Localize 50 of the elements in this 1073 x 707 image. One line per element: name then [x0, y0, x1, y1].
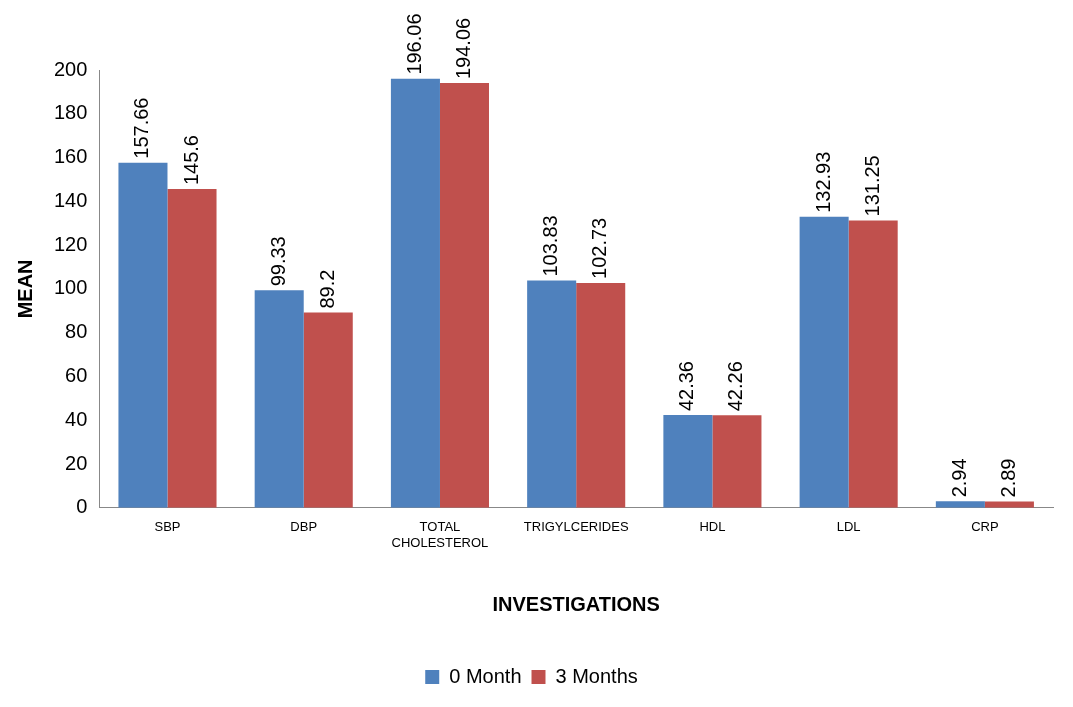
bar: [984, 501, 1034, 508]
data-label: 132.93: [811, 151, 834, 213]
bar: [935, 501, 985, 508]
bar: [576, 282, 626, 508]
y-tick-label: 200: [53, 57, 88, 80]
bar: [254, 290, 304, 508]
x-tick-label: DBP: [290, 519, 318, 535]
bar: [167, 189, 217, 508]
y-tick-label: 40: [65, 407, 88, 430]
data-label: 194.06: [451, 17, 474, 79]
bar: [663, 415, 713, 508]
y-tick-label: 120: [53, 232, 88, 255]
data-label: 99.33: [266, 236, 289, 287]
legend-label: 0 Month: [449, 664, 522, 687]
y-tick-label: 0: [76, 495, 88, 518]
legend-label: 3 Months: [555, 664, 638, 687]
data-label: 131.25: [860, 155, 883, 217]
bar: [439, 83, 489, 508]
x-tick-label: LDL: [836, 519, 861, 535]
x-tick-label: TOTAL CHOLESTEROL: [391, 519, 489, 550]
x-tick-label: SBP: [154, 519, 181, 535]
data-label: 103.83: [539, 215, 562, 277]
data-label: 42.26: [724, 361, 747, 412]
data-label: 89.2: [315, 269, 338, 309]
bar: [799, 216, 849, 508]
y-tick-label: 180: [53, 101, 88, 124]
x-tick-label: CRP: [971, 519, 999, 535]
data-label: 196.06: [402, 13, 425, 75]
y-tick-label: 20: [65, 451, 88, 474]
bar: [712, 415, 762, 508]
data-label: 2.94: [947, 458, 970, 498]
y-tick-label: 60: [65, 363, 88, 386]
y-tick-label: 140: [53, 188, 88, 211]
y-tick-label: 80: [65, 320, 88, 343]
data-label: 145.6: [179, 135, 202, 186]
x-tick-label: TRIGYLCERIDES: [523, 519, 629, 535]
bar: [118, 162, 168, 508]
data-label: 42.36: [675, 361, 698, 412]
bar: [527, 280, 577, 508]
y-tick-label: 100: [53, 276, 88, 299]
x-axis-title: INVESTIGATIONS: [492, 592, 660, 615]
data-label: 102.73: [588, 217, 611, 279]
y-tick-label: 160: [53, 145, 88, 168]
data-label: 2.89: [996, 458, 1019, 498]
data-label: 157.66: [130, 97, 153, 159]
bar: [848, 220, 898, 508]
bar: [390, 78, 440, 508]
y-axis-title: MEAN: [13, 259, 36, 319]
bar: [303, 312, 353, 508]
x-tick-label: HDL: [699, 519, 726, 535]
